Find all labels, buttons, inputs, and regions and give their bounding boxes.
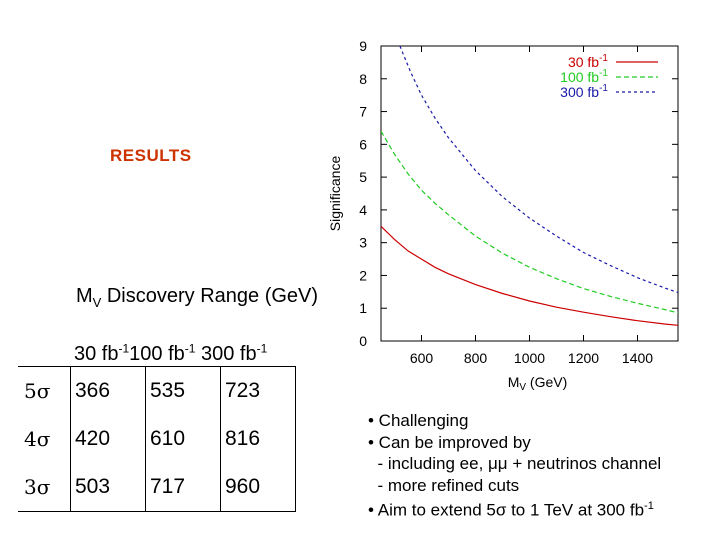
table-cell: 610 <box>145 415 221 463</box>
discovery-range-table: 5σ 366 535 723 4σ 420 610 816 3σ 503 717… <box>18 366 296 512</box>
significance-cell: 4σ <box>18 415 71 463</box>
x-tick-label: 1000 <box>514 350 545 366</box>
bullet-item: • Can be improved by <box>368 432 531 452</box>
x-tick-label: 1200 <box>568 350 599 366</box>
y-tick-label: 6 <box>359 136 367 152</box>
table-cell: 366 <box>70 366 146 415</box>
luminosity-header-row: 30 fb-1100 fb-1 300 fb-1 <box>74 341 267 366</box>
table-cell: 816 <box>220 415 296 463</box>
x-tick-label: 800 <box>464 350 488 366</box>
table-row: 4σ 420 610 816 <box>18 415 296 463</box>
lumi-300: 300 fb-1 <box>195 341 268 365</box>
results-title: RESULTS <box>110 146 192 165</box>
x-tick-label: 600 <box>410 350 434 366</box>
y-tick-label: 1 <box>359 300 367 316</box>
y-tick-label: 2 <box>359 267 367 283</box>
table-cell: 503 <box>70 463 146 512</box>
table-cell: 717 <box>145 463 221 512</box>
notes-bullets: • Challenging • Can be improved by - inc… <box>368 410 661 521</box>
y-tick-label: 5 <box>359 169 367 185</box>
discovery-range-heading: MV Discovery Range (GeV) <box>62 283 332 316</box>
legend-label: 100 fb-1 <box>560 68 608 85</box>
range-text: Discovery Range (GeV) <box>101 285 319 307</box>
legend-label: 30 fb-1 <box>568 53 608 70</box>
y-tick-label: 8 <box>359 71 367 87</box>
series-line-300-fb <box>399 46 678 294</box>
bullet-item: - more refined cuts <box>368 475 520 495</box>
range-sub: V <box>92 295 102 310</box>
y-tick-label: 7 <box>359 104 367 120</box>
bullet-item: - including ee, μμ + neutrinos channel <box>368 454 662 473</box>
table-cell: 535 <box>145 366 221 415</box>
range-prefix: M <box>75 285 93 307</box>
lumi-100: 100 fb-1 <box>129 341 196 365</box>
significance-cell: 3σ <box>18 463 71 512</box>
bullet-item-aim: • Aim to extend 5σ to 1 TeV at 300 fb-1 <box>368 500 654 520</box>
y-tick-label: 0 <box>359 333 367 349</box>
series-line-100-fb <box>381 130 678 314</box>
legend-label: 300 fb-1 <box>560 83 608 100</box>
y-tick-label: 9 <box>359 38 367 54</box>
x-axis-label: MV (GeV) <box>508 374 568 393</box>
significance-chart: 0 1 2 3 4 5 6 7 8 9 600 800 1000 1200 1400 Significance… <box>327 38 679 393</box>
y-axis-label: Significance <box>327 156 343 232</box>
y-tick-label: 3 <box>359 235 367 251</box>
table-row: 3σ 503 717 960 <box>18 463 296 512</box>
table-cell: 420 <box>70 415 146 463</box>
significance-cell: 5σ <box>18 366 71 415</box>
bullet-item: • Challenging <box>368 411 469 430</box>
series-line-30-fb <box>381 225 678 326</box>
table-row: 5σ 366 535 723 <box>18 366 296 415</box>
table-cell: 723 <box>220 366 296 415</box>
x-tick-label: 1400 <box>622 350 653 366</box>
lumi-30: 30 fb-1 <box>74 341 130 365</box>
y-tick-label: 4 <box>359 202 367 218</box>
table-cell: 960 <box>220 463 296 512</box>
